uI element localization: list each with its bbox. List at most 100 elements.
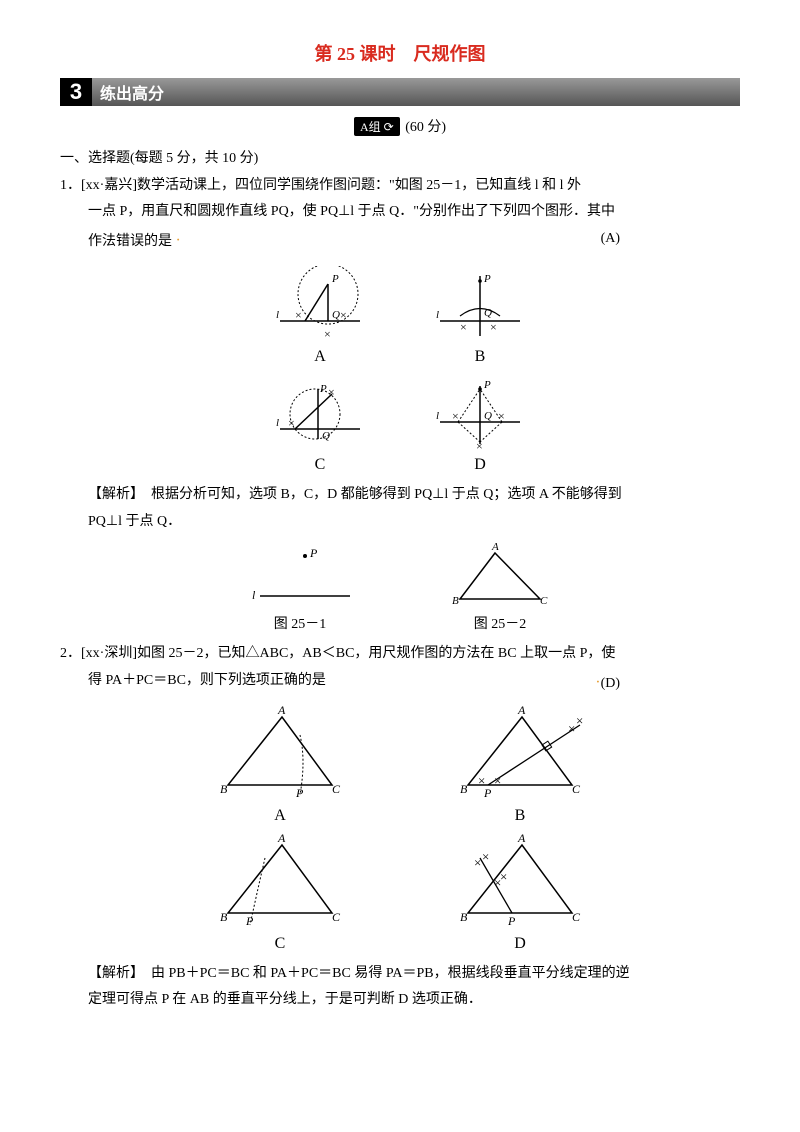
part1-heading: 一、选择题(每题 5 分，共 10 分) — [60, 146, 740, 173]
q1-text2: 一点 P，用直尺和圆规作直线 PQ，使 PQ⊥l 于点 Q．"分别作出了下列四个… — [88, 204, 615, 219]
svg-text:×: × — [460, 320, 467, 334]
q1-fig-c: P Q l × × — [270, 374, 370, 454]
group-line: A组 ⟳ (60 分) — [60, 116, 740, 136]
svg-text:P: P — [483, 379, 491, 391]
q1-fig-b: P Q l × × — [430, 266, 530, 346]
svg-text:×: × — [498, 409, 505, 423]
svg-text:B: B — [460, 782, 468, 796]
svg-text:P: P — [507, 914, 516, 928]
q2-option-d: A B C P × × × × D — [450, 833, 590, 953]
q2-options-row1: A B C P A A B C P × × × × B — [60, 705, 740, 825]
q1-optC-label: C — [270, 456, 370, 474]
group-score: (60 分) — [405, 116, 446, 136]
q1-options-row2: P Q l × × C P Q l × × × — [60, 374, 740, 474]
fig1-label: 图 25－1 — [240, 613, 360, 633]
section-bar: 3 练出高分 — [60, 78, 740, 106]
svg-text:×: × — [452, 409, 459, 423]
q2-fig-d: A B C P × × × × — [450, 833, 590, 933]
q1-analysis: 【解析】 根据分析可知，选项 B，C，D 都能够得到 PQ⊥l 于点 Q；选项 … — [60, 482, 740, 509]
q1-analysis-line2: PQ⊥l 于点 Q． — [60, 509, 740, 536]
svg-text:×: × — [568, 721, 575, 736]
q2-source: [xx·深圳] — [81, 646, 137, 661]
svg-text:×: × — [478, 773, 485, 788]
q2-optA-label: A — [210, 807, 350, 825]
q2-num: 2． — [60, 646, 81, 661]
q2-optD-label: D — [450, 935, 590, 953]
svg-text:Q: Q — [484, 307, 492, 319]
svg-text:P: P — [483, 273, 491, 285]
q2-analysis-line2: 定理可得点 P 在 AB 的垂直平分线上，于是可判断 D 选项正确． — [60, 987, 740, 1014]
svg-text:l: l — [276, 417, 279, 429]
q1-analysis-text1: 根据分析可知，选项 B，C，D 都能够得到 PQ⊥l 于点 Q；选项 A 不能够… — [137, 487, 622, 502]
svg-text:A: A — [491, 541, 499, 553]
svg-text:P: P — [245, 914, 254, 928]
svg-text:Q: Q — [332, 309, 340, 321]
q1-fig-d: P Q l × × × — [430, 374, 530, 454]
q1-option-b: P Q l × × B — [430, 266, 530, 366]
svg-text:×: × — [288, 416, 295, 430]
q1-text3: 作法错误的是 — [88, 234, 172, 249]
q2-options-row2: A B C P C A B C P × × × × D — [60, 833, 740, 953]
q2-fig-c: A B C P — [210, 833, 350, 933]
svg-text:×: × — [295, 308, 302, 322]
fig-25-1-svg: P l — [240, 541, 360, 611]
q2-fig-b: A B C P × × × × — [450, 705, 590, 805]
svg-text:C: C — [332, 910, 341, 924]
analysis-label-2: 【解析】 — [88, 966, 137, 981]
group-badge: A组 ⟳ — [354, 117, 400, 136]
question-1: 1．[xx·嘉兴]数学活动课上，四位同学围绕作图问题："如图 25－1，已知直线… — [60, 173, 740, 257]
lesson-title: 第 25 课时 尺规作图 — [60, 40, 740, 66]
svg-text:B: B — [452, 595, 459, 607]
svg-text:A: A — [277, 705, 286, 717]
q2-analysis: 【解析】 由 PB＋PC＝BC 和 PA＋PC＝BC 易得 PA＝PB，根据线段… — [60, 961, 740, 988]
svg-text:l: l — [252, 588, 256, 602]
q2-optB-label: B — [450, 807, 590, 825]
q1-num: 1． — [60, 178, 81, 193]
svg-text:B: B — [220, 910, 228, 924]
q1-fig-a: P Q l × × × — [270, 266, 370, 346]
svg-text:C: C — [540, 595, 548, 607]
q2-answer: (D) — [601, 676, 620, 691]
fig-25-1: P l 图 25－1 — [240, 541, 360, 633]
svg-text:C: C — [572, 910, 581, 924]
section-number: 3 — [60, 78, 92, 106]
analysis-label: 【解析】 — [88, 487, 137, 502]
q2-optC-label: C — [210, 935, 350, 953]
svg-text:P: P — [309, 546, 318, 560]
svg-text:C: C — [572, 782, 581, 796]
svg-text:l: l — [276, 309, 279, 321]
q1-optB-label: B — [430, 348, 530, 366]
svg-text:A: A — [517, 705, 526, 717]
dot-icon: · — [176, 232, 181, 249]
fig-25-2-svg: A B C — [440, 541, 560, 611]
fig2-label: 图 25－2 — [440, 613, 560, 633]
q1-source: [xx·嘉兴] — [81, 178, 137, 193]
q1-optA-label: A — [270, 348, 370, 366]
svg-text:×: × — [474, 855, 481, 870]
svg-text:×: × — [340, 308, 347, 322]
svg-text:×: × — [328, 385, 335, 399]
svg-text:l: l — [436, 410, 439, 422]
q2-option-a: A B C P A — [210, 705, 350, 825]
section-label: 练出高分 — [92, 78, 740, 106]
svg-text:P: P — [331, 273, 339, 285]
q1-text1: 数学活动课上，四位同学围绕作图问题："如图 25－1，已知直线 l 和 l 外 — [137, 178, 581, 193]
svg-text:l: l — [436, 309, 439, 321]
svg-text:×: × — [500, 869, 507, 884]
q2-option-b: A B C P × × × × B — [450, 705, 590, 825]
svg-text:A: A — [277, 833, 286, 845]
q1-option-d: P Q l × × × D — [430, 374, 530, 474]
svg-text:P: P — [295, 786, 304, 800]
ref-figures: P l 图 25－1 A B C 图 25－2 — [60, 541, 740, 633]
q1-option-c: P Q l × × C — [270, 374, 370, 474]
svg-text:×: × — [482, 849, 489, 864]
fig-25-2: A B C 图 25－2 — [440, 541, 560, 633]
q2-option-c: A B C P C — [210, 833, 350, 953]
svg-text:Q: Q — [484, 410, 492, 422]
svg-text:A: A — [517, 833, 526, 845]
svg-text:×: × — [576, 713, 583, 728]
q1-answer: (A) — [601, 226, 620, 253]
svg-text:×: × — [490, 320, 497, 334]
q2-text1: 如图 25－2，已知△ABC，AB＜BC，用尺规作图的方法在 BC 上取一点 P… — [137, 646, 615, 661]
q2-fig-a: A B C P — [210, 705, 350, 805]
